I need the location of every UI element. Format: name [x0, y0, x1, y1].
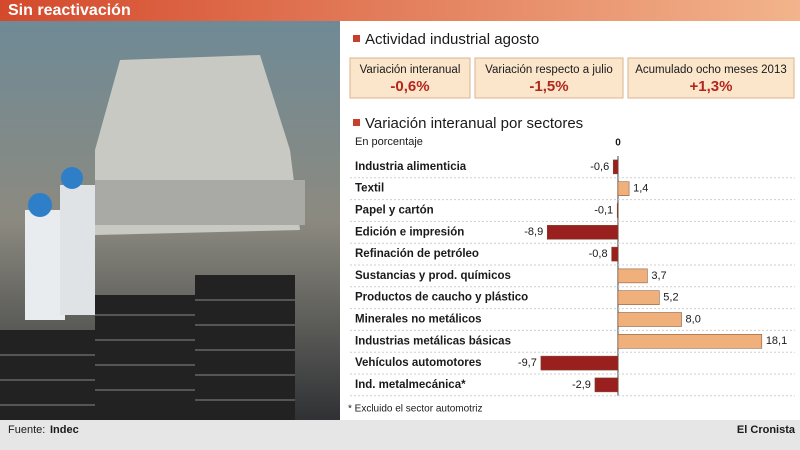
kpi-box — [627, 57, 795, 99]
chart-note: * Excluido el sector automotriz — [348, 404, 483, 415]
value-label: 5,2 — [663, 292, 678, 304]
category-label: Papel y cartón — [355, 205, 434, 217]
chart-title: Variación interanual por sectores — [365, 115, 583, 132]
bar — [616, 203, 619, 218]
value-label: -2,9 — [572, 379, 591, 391]
value-label: -0,8 — [589, 248, 608, 260]
value-label: 3,7 — [651, 270, 666, 282]
summary-title: Actividad industrial agosto — [365, 31, 539, 48]
bar — [617, 312, 682, 327]
value-label: -0,6 — [590, 161, 609, 173]
bullet — [353, 35, 360, 42]
chart-subtitle: En porcentaje — [355, 136, 423, 148]
bar — [617, 290, 660, 305]
value-label: -8,9 — [524, 226, 543, 238]
bullet — [353, 119, 360, 126]
bar — [617, 268, 648, 284]
bar — [546, 225, 619, 240]
bar — [617, 334, 763, 349]
x-tick-label: 0 — [615, 138, 621, 149]
kpi-label: Variación respecto a julio — [485, 64, 613, 76]
kpi-value: -0,6% — [390, 78, 429, 95]
kpi-label: Acumulado ocho meses 2013 — [635, 64, 787, 76]
bar — [612, 159, 619, 175]
category-label: Edición e impresión — [355, 226, 464, 238]
value-label: 1,4 — [633, 183, 648, 195]
kpi-box — [474, 57, 624, 99]
kpi-label: Variación interanual — [360, 64, 461, 76]
category-label: Industrias metálicas básicas — [355, 335, 511, 347]
category-label: Minerales no metálicos — [355, 314, 482, 326]
category-label: Vehículos automotores — [355, 357, 482, 369]
category-label: Textil — [355, 183, 384, 195]
category-label: Industria alimenticia — [355, 161, 467, 173]
kpi-value: -1,5% — [529, 78, 568, 95]
kpi-value: +1,3% — [690, 78, 733, 95]
bar — [611, 246, 619, 262]
value-label: -9,7 — [518, 357, 537, 369]
source: Indec — [50, 424, 79, 436]
source-label: Fuente: — [8, 424, 45, 436]
header-bar — [0, 0, 800, 21]
value-label: 18,1 — [766, 335, 787, 347]
brand: El Cronista — [737, 424, 796, 436]
bar — [540, 355, 619, 371]
value-label: -0,1 — [594, 204, 613, 216]
kpi-box — [349, 57, 471, 99]
category-label: Productos de caucho y plástico — [355, 292, 528, 304]
category-label: Ind. metalmecánica* — [355, 379, 466, 391]
photo — [0, 21, 340, 420]
value-label: 8,0 — [686, 313, 701, 325]
bar — [617, 181, 630, 196]
footer — [0, 420, 800, 450]
header-title: Sin reactivación — [8, 2, 131, 19]
category-label: Refinación de petróleo — [355, 248, 479, 260]
category-label: Sustancias y prod. químicos — [355, 270, 511, 282]
bar — [594, 377, 619, 393]
